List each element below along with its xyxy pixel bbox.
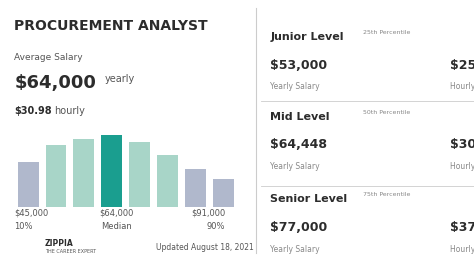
Text: $37.02: $37.02 bbox=[450, 221, 474, 234]
Text: Z: Z bbox=[18, 246, 27, 256]
Bar bbox=[101, 135, 122, 207]
Text: Mid Level: Mid Level bbox=[270, 112, 330, 122]
Text: $64,448: $64,448 bbox=[270, 138, 327, 151]
Text: ZIPPIA: ZIPPIA bbox=[45, 239, 74, 248]
Text: Average Salary: Average Salary bbox=[14, 53, 83, 62]
Bar bbox=[185, 169, 206, 207]
Bar bbox=[46, 146, 66, 207]
Text: hourly: hourly bbox=[55, 106, 85, 117]
Text: $64,000: $64,000 bbox=[99, 209, 133, 218]
Text: 90%: 90% bbox=[207, 222, 225, 231]
Text: Hourly Salary: Hourly Salary bbox=[450, 245, 474, 254]
Text: $91,000: $91,000 bbox=[191, 209, 225, 218]
Text: Yearly Salary: Yearly Salary bbox=[270, 162, 320, 171]
Text: Median: Median bbox=[101, 222, 131, 231]
Text: Yearly Salary: Yearly Salary bbox=[270, 82, 320, 92]
Text: 75th Percentile: 75th Percentile bbox=[363, 192, 410, 197]
Text: yearly: yearly bbox=[104, 74, 135, 85]
Text: 10%: 10% bbox=[14, 222, 33, 231]
Bar bbox=[129, 142, 150, 207]
Text: $64,000: $64,000 bbox=[14, 74, 96, 93]
Bar bbox=[157, 155, 178, 207]
Text: Hourly Salary: Hourly Salary bbox=[450, 162, 474, 171]
Text: Yearly Salary: Yearly Salary bbox=[270, 245, 320, 254]
Text: Updated August 18, 2021: Updated August 18, 2021 bbox=[156, 243, 254, 252]
Text: THE CAREER EXPERT: THE CAREER EXPERT bbox=[45, 249, 96, 254]
Text: $53,000: $53,000 bbox=[270, 59, 328, 72]
Text: $30.98: $30.98 bbox=[14, 106, 52, 117]
Text: $45,000: $45,000 bbox=[14, 209, 48, 218]
Text: $77,000: $77,000 bbox=[270, 221, 328, 234]
Text: Junior Level: Junior Level bbox=[270, 32, 344, 42]
Bar bbox=[18, 163, 38, 207]
Text: Senior Level: Senior Level bbox=[270, 194, 347, 204]
Text: 25th Percentile: 25th Percentile bbox=[363, 30, 410, 35]
Bar bbox=[73, 139, 94, 207]
Text: $30.98: $30.98 bbox=[450, 138, 474, 151]
Text: Hourly Salary: Hourly Salary bbox=[450, 82, 474, 92]
Bar bbox=[213, 180, 234, 207]
Text: $25.48: $25.48 bbox=[450, 59, 474, 72]
Text: PROCUREMENT ANALYST: PROCUREMENT ANALYST bbox=[14, 19, 208, 33]
Text: 50th Percentile: 50th Percentile bbox=[363, 110, 410, 115]
